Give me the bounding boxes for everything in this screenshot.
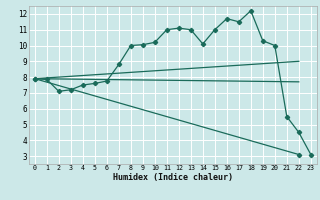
X-axis label: Humidex (Indice chaleur): Humidex (Indice chaleur) bbox=[113, 173, 233, 182]
